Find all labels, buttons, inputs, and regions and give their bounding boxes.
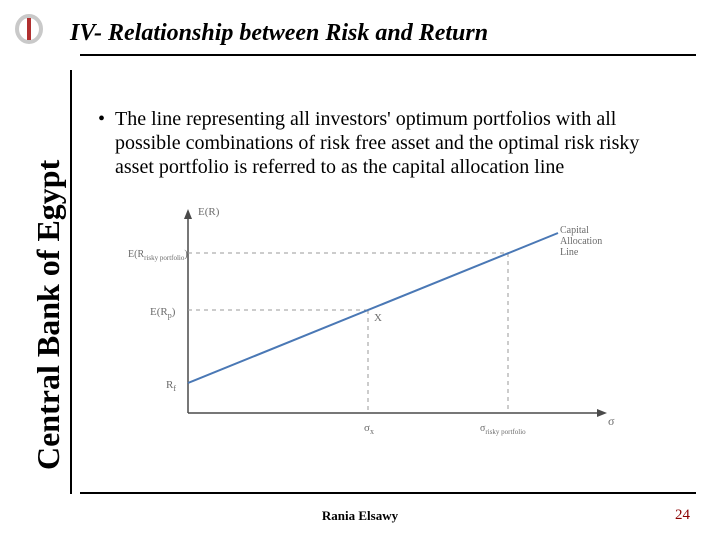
bottom-divider [80, 492, 696, 494]
cal-label: Capital Allocation Line [560, 225, 605, 258]
footer-page-number: 24 [675, 507, 690, 524]
vertical-divider [70, 70, 72, 494]
cal-line [188, 233, 558, 383]
y-axis-label: E(R) [198, 206, 220, 218]
title-divider [80, 54, 696, 56]
logo-icon [14, 14, 44, 44]
bullet-text: The line representing all investors' opt… [115, 107, 675, 179]
content-area: • The line representing all investors' o… [80, 107, 690, 453]
capital-allocation-chart: E(R) σ Rf E(Rp) E(Rrisky portfolio) X σx… [128, 193, 628, 453]
sigma-risky-label: σrisky portfolio [480, 423, 526, 436]
bullet-marker: • [98, 107, 105, 131]
erp-label: E(Rp) [150, 306, 176, 320]
erisky-label: E(Rrisky portfolio) [128, 249, 188, 262]
sidebar-org-name: Central Bank of Egypt [30, 160, 67, 470]
slide-title: IV- Relationship between Risk and Return [70, 20, 690, 47]
point-x-label: X [374, 312, 382, 324]
rf-label: Rf [166, 379, 176, 393]
bullet-item: • The line representing all investors' o… [98, 107, 690, 179]
footer-author: Rania Elsawy [0, 508, 720, 524]
x-axis-label: σ [608, 414, 615, 428]
sigma-x-label: σx [364, 422, 374, 436]
